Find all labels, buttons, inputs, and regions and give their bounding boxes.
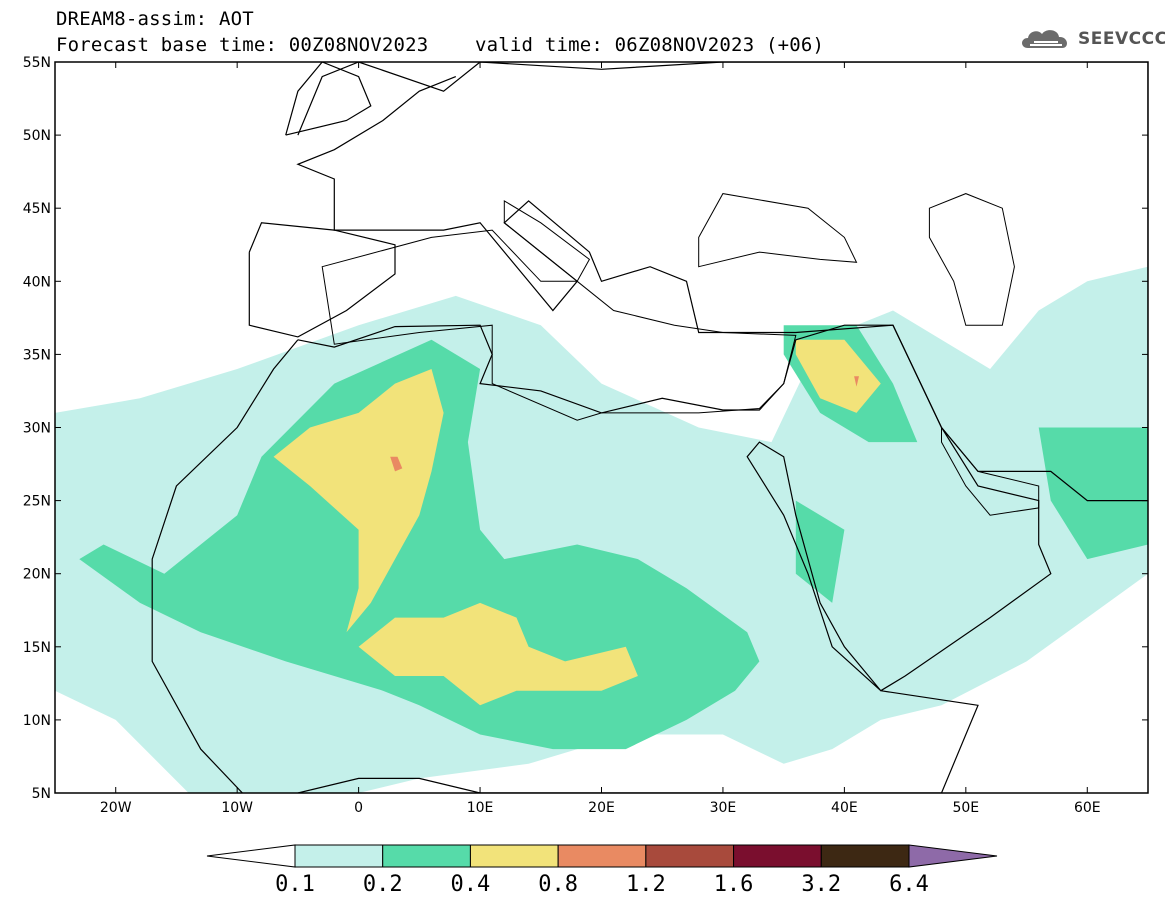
lat-tick-label: 55N bbox=[23, 55, 51, 71]
coastline-2 bbox=[296, 62, 1148, 502]
sea-outline-layer bbox=[321, 193, 1040, 516]
colorbar-level-label: 0.8 bbox=[538, 872, 578, 897]
colorbar-box bbox=[294, 844, 384, 868]
aot-region-0.2-3 bbox=[795, 500, 845, 603]
coastline-3 bbox=[285, 62, 372, 136]
lat-tick-label: 5N bbox=[32, 786, 51, 802]
sea-outline-1 bbox=[698, 193, 858, 268]
sea-outline-2 bbox=[928, 193, 1015, 326]
aot-field-layer bbox=[55, 266, 1148, 793]
sea-outline-0 bbox=[321, 229, 797, 421]
sea-outline-3 bbox=[503, 200, 591, 283]
lon-tick-label: 20W bbox=[100, 800, 132, 816]
lat-tick-label: 30N bbox=[23, 421, 51, 437]
aot-region-0.2-1 bbox=[79, 339, 760, 750]
aot-region-0.4-5 bbox=[273, 369, 444, 633]
coastline-0 bbox=[248, 222, 396, 338]
logo-text: SEEVCCC bbox=[1078, 29, 1165, 49]
lat-tick-label: 10N bbox=[23, 713, 51, 729]
lat-tick-label: 15N bbox=[23, 640, 51, 656]
aot-region-0.8-9 bbox=[854, 376, 859, 387]
map-axes: 55N 50N 45N 40N 35N 30N 25N 20N 15N 10N 5N 20W 10W 0 1… bbox=[23, 55, 1148, 816]
colorbar-level-label: 3.2 bbox=[801, 872, 841, 897]
colorbar-level-label: 1.6 bbox=[714, 872, 754, 897]
lat-tick-label: 50N bbox=[23, 128, 51, 144]
sea-outline-4 bbox=[941, 426, 1040, 516]
colorbar-box bbox=[645, 844, 735, 868]
lon-tick-label: 0 bbox=[354, 800, 363, 816]
lat-tick-label: 45N bbox=[23, 201, 51, 217]
forecast-time-label: Forecast base time: 00Z08NOV2023 valid t… bbox=[56, 34, 825, 56]
lat-tick-label: 25N bbox=[23, 494, 51, 510]
lon-tick-label: 10E bbox=[467, 800, 494, 816]
aot-region-0.8-8 bbox=[390, 456, 403, 472]
coastline-1 bbox=[151, 324, 1052, 793]
colorbar-level-label: 0.4 bbox=[451, 872, 491, 897]
lon-tick-label: 40E bbox=[831, 800, 858, 816]
colorbar: 0.1 0.2 0.4 0.8 1.2 1.6 3.2 6.4 bbox=[206, 844, 998, 897]
colorbar-level-label: 0.1 bbox=[275, 872, 315, 897]
seevccc-logo: SEEVCCC bbox=[1018, 26, 1165, 52]
colorbar-box bbox=[820, 844, 910, 868]
aot-region-0.2-4 bbox=[1038, 427, 1148, 560]
lon-tick-label: 60E bbox=[1074, 800, 1101, 816]
colorbar-level-label: 1.2 bbox=[626, 872, 666, 897]
colorbar-box bbox=[469, 844, 559, 868]
cloud-icon bbox=[1022, 30, 1068, 48]
lon-tick-label: 50E bbox=[952, 800, 979, 816]
lon-tick-label: 20E bbox=[588, 800, 615, 816]
map-plot-area bbox=[55, 62, 1148, 793]
colorbar-level-label: 6.4 bbox=[889, 872, 929, 897]
coastline-layer bbox=[151, 62, 1148, 793]
lat-tick-label: 40N bbox=[23, 274, 51, 290]
aot-region-0.4-6 bbox=[358, 602, 638, 706]
aot-region-0.4-7 bbox=[795, 339, 881, 413]
colorbar-box bbox=[557, 844, 647, 868]
colorbar-high-arrow bbox=[908, 844, 998, 868]
colorbar-box bbox=[382, 844, 471, 868]
lon-tick-label: 10W bbox=[221, 800, 253, 816]
lon-tick-label: 30E bbox=[710, 800, 737, 816]
colorbar-level-label: 0.2 bbox=[363, 872, 403, 897]
map-title: DREAM8-assim: AOT bbox=[56, 8, 254, 30]
colorbar-low-arrow bbox=[206, 844, 296, 868]
colorbar-box bbox=[733, 844, 822, 868]
lat-tick-label: 20N bbox=[23, 567, 51, 583]
lat-tick-label: 35N bbox=[23, 347, 51, 363]
